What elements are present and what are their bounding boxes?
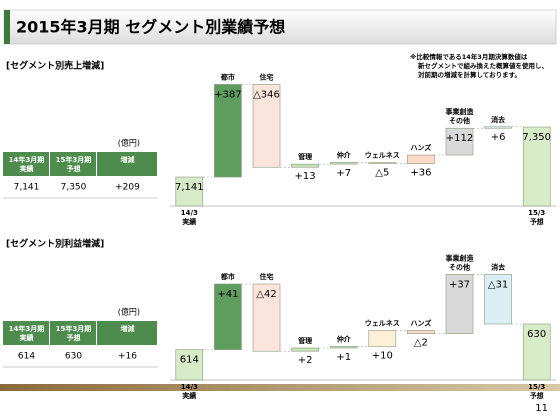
value-label: △31 [488, 279, 508, 290]
category-label: 仲介 [337, 334, 352, 343]
table-header-cell [50, 321, 96, 345]
category-label: 管理 [298, 152, 312, 161]
category-label: ウェルネス [365, 318, 400, 327]
bar [291, 347, 319, 352]
category-label: 仲介 [337, 150, 352, 159]
value-label: △42 [256, 289, 276, 300]
value-label: +41 [217, 289, 238, 300]
bar [368, 162, 397, 164]
slide-title: 2015年3月期 セグメント別業績予想 [16, 18, 285, 37]
category-label: 14/3 実績 [181, 209, 198, 226]
bar [214, 84, 242, 178]
value-label: +36 [410, 168, 431, 179]
value-label: 7,350 [522, 132, 551, 143]
value-label: △5 [375, 168, 389, 179]
value-label: +7 [336, 168, 351, 179]
bar [445, 127, 474, 156]
footer-bar [0, 384, 560, 391]
category-label: 14/3 実績 [181, 383, 198, 400]
bar [484, 274, 512, 325]
category-label: 15/3 予想 [528, 209, 545, 226]
category-label: ウェルネス [365, 150, 400, 159]
category-label: 住宅 [260, 272, 274, 281]
section-title: [セグメント別利益増減] [6, 238, 104, 250]
bar [329, 346, 358, 349]
value-label: +37 [449, 279, 470, 290]
table-header: 15年3月期予想 [56, 155, 92, 173]
bar [484, 126, 512, 129]
value-label: 614 [180, 355, 199, 366]
value-label: +10 [372, 350, 393, 361]
bar [329, 162, 358, 165]
bar [252, 84, 281, 168]
category-label: 住宅 [260, 72, 274, 81]
category-label: 都市 [220, 72, 235, 81]
bar [445, 274, 474, 334]
category-label: 都市 [220, 272, 235, 281]
table-header-cell [50, 152, 96, 176]
title-bar [3, 9, 557, 45]
bar [522, 126, 551, 207]
value-label: +6 [491, 132, 506, 143]
bar [368, 330, 397, 347]
bar [407, 154, 435, 164]
bar [214, 283, 242, 350]
value-label: △2 [414, 338, 428, 349]
note-line: 対前期の増減を計算しております。 [417, 70, 521, 79]
table-unit: (億円) [118, 307, 140, 317]
category-label: 事業創造その他 [446, 253, 475, 271]
table-cell: 630 [65, 352, 82, 362]
note-line: 新セグメントで組み換えた概算値を使用し、 [418, 61, 548, 70]
table-cell: 614 [18, 352, 35, 362]
value-label: 630 [527, 329, 546, 340]
table-unit: (億円) [118, 138, 140, 148]
value-label: +1 [336, 352, 351, 363]
category-label: 事業創造その他 [446, 107, 475, 125]
table-header-cell [97, 152, 157, 176]
value-label: +13 [295, 171, 316, 182]
table-cell: +16 [118, 352, 137, 362]
table-cell: +209 [115, 183, 140, 193]
section-title: [セグメント別売上増減] [6, 60, 104, 72]
table-header: 15年3月期予想 [56, 324, 92, 342]
table-header-cell [97, 321, 157, 345]
note-line: ※比較情報である14年3月期決算数値は [410, 52, 528, 61]
bar [175, 349, 204, 381]
bar [175, 176, 204, 207]
category-label: ハンズ [410, 143, 431, 152]
category-label: 15/3 予想 [528, 383, 545, 400]
bar [252, 283, 281, 352]
page-number: 11 [535, 403, 548, 414]
table-cell: 7,350 [61, 183, 87, 193]
table-header-cell [3, 321, 49, 345]
value-label: +2 [298, 355, 313, 366]
table-cell: 7,141 [14, 183, 40, 193]
bar [291, 163, 319, 168]
table-header: 増減 [121, 155, 135, 164]
value-label: +387 [214, 89, 241, 100]
table-header: 14年3月期実績 [9, 324, 45, 342]
category-label: ハンズ [410, 318, 431, 327]
bar [522, 323, 551, 381]
title-accent [4, 10, 10, 44]
value-label: △346 [253, 89, 280, 100]
category-label: 管理 [298, 336, 312, 345]
value-label: 7,141 [175, 182, 204, 193]
table-header: 増減 [121, 324, 135, 333]
category-label: 消去 [491, 262, 505, 271]
category-label: 消去 [491, 115, 505, 124]
table-header-cell [3, 152, 49, 176]
bar [407, 330, 435, 334]
table-header: 14年3月期実績 [9, 155, 45, 173]
value-label: +112 [446, 133, 473, 144]
